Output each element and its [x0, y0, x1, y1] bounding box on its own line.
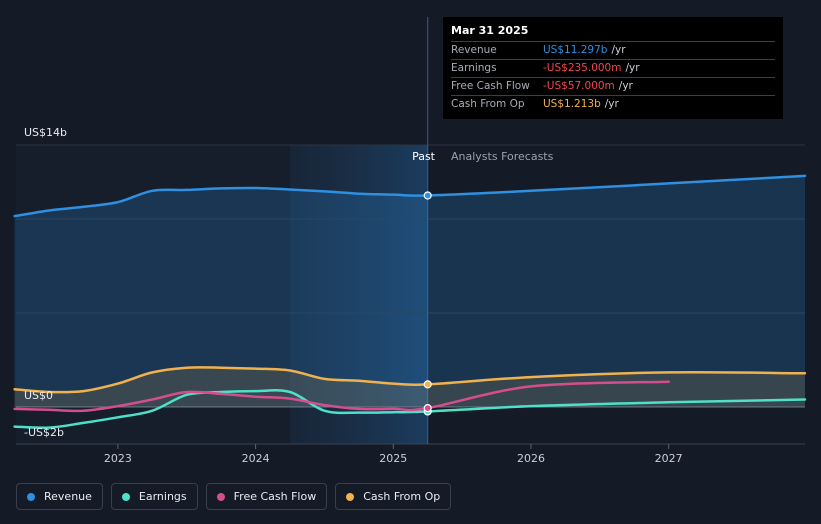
y-tick-label-zero: US$0 [24, 389, 53, 402]
chart-legend: Revenue Earnings Free Cash Flow Cash Fro… [16, 483, 452, 510]
cash-from-op-marker [423, 380, 432, 389]
tooltip-value: US$1.213b [543, 98, 601, 110]
revenue-marker [423, 191, 432, 200]
past-label: Past [412, 150, 436, 163]
tooltip-value: US$11.297b [543, 44, 608, 56]
tooltip-label: Earnings [451, 62, 497, 74]
revenue-line [13, 174, 807, 218]
tooltip-label: Cash From Op [451, 98, 525, 110]
legend-label: Free Cash Flow [233, 490, 317, 503]
legend-label: Revenue [44, 490, 92, 503]
x-tick-label: 2023 [104, 452, 132, 465]
legend-dot-icon [27, 492, 35, 501]
chart-labels: US$14b US$0 -US$2b Past Analysts Forecas… [24, 126, 554, 439]
legend-label: Cash From Op [363, 490, 441, 503]
x-tick-label: 2026 [517, 452, 545, 465]
tooltip-unit: /yr [625, 62, 640, 74]
y-tick-label-bottom: -US$2b [24, 426, 64, 439]
x-tick-label: 2027 [655, 452, 683, 465]
x-axis-ticks: 2023 2024 2025 2026 2027 [104, 444, 683, 465]
tooltip-date: Mar 31 2025 [451, 24, 529, 37]
legend-item-free-cash-flow[interactable]: Free Cash Flow [205, 483, 328, 510]
tooltip-panel: Mar 31 2025 Revenue US$11.297b /yr Earni… [443, 17, 783, 119]
legend-dot-icon [121, 492, 130, 501]
tooltip-value: -US$235.000m [543, 62, 622, 74]
legend-item-revenue[interactable]: Revenue [16, 483, 103, 510]
forecast-label: Analysts Forecasts [451, 150, 554, 163]
chart-grid [16, 17, 805, 445]
revenue-area [14, 175, 806, 407]
tooltip-row-revenue: Revenue US$11.297b /yr [451, 41, 775, 59]
free-cash-flow-marker [423, 404, 432, 413]
tooltip-row-cash-from-op: Cash From Op US$1.213b /yr [451, 95, 775, 113]
x-tick-label: 2025 [379, 452, 407, 465]
cash-from-op-line [13, 366, 807, 394]
cash-from-op-area [14, 367, 806, 407]
tooltip-label: Revenue [451, 44, 497, 56]
free-cash-flow-line [13, 380, 670, 413]
earnings-line [13, 389, 807, 429]
legend-dot-icon [216, 492, 225, 501]
legend-dot-icon [346, 492, 355, 501]
tooltip-label: Free Cash Flow [451, 80, 530, 92]
tooltip-unit: /yr [604, 98, 619, 110]
tooltip-row-free-cash-flow: Free Cash Flow -US$57.000m /yr [451, 77, 775, 95]
legend-item-cash-from-op[interactable]: Cash From Op [335, 483, 452, 510]
chart-areas [14, 175, 806, 407]
tooltip-unit: /yr [618, 80, 633, 92]
legend-item-earnings[interactable]: Earnings [110, 483, 198, 510]
y-tick-label-top: US$14b [24, 126, 67, 139]
chart-lines [13, 174, 807, 429]
legend-label: Earnings [138, 490, 187, 503]
tooltip-unit: /yr [611, 44, 626, 56]
tooltip-row-earnings: Earnings -US$235.000m /yr [451, 59, 775, 77]
x-tick-label: 2024 [242, 452, 270, 465]
tooltip-value: -US$57.000m [543, 80, 615, 92]
chart-markers [423, 191, 432, 416]
